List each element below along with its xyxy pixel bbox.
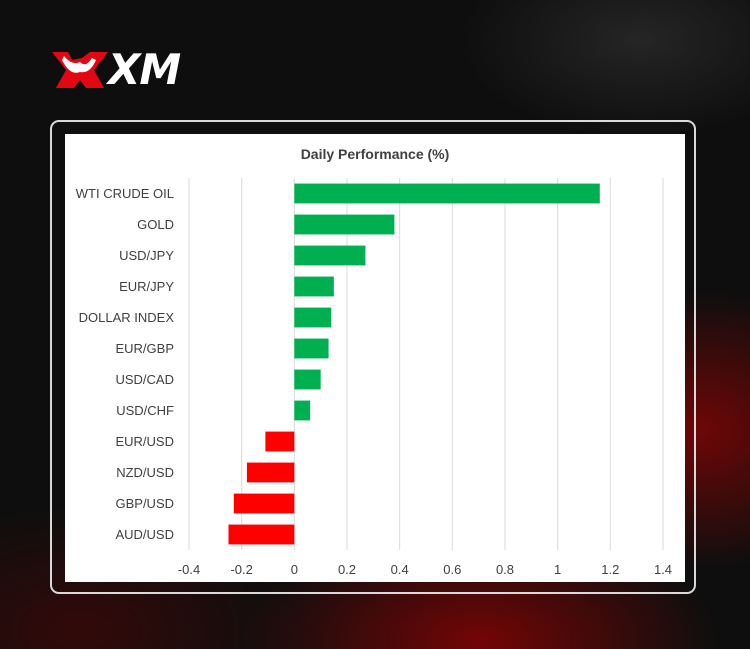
xm-logo: XM — [50, 48, 210, 92]
category-label: WTI CRUDE OIL — [76, 186, 174, 201]
x-tick-label: -0.4 — [178, 562, 200, 577]
category-label: GBP/USD — [115, 496, 174, 511]
bar — [294, 183, 600, 204]
x-tick-label: 0 — [291, 562, 298, 577]
x-tick-label: 0.4 — [391, 562, 409, 577]
category-label: EUR/GBP — [115, 341, 174, 356]
x-tick-label: 0.6 — [443, 562, 461, 577]
bar — [294, 369, 321, 390]
category-label: AUD/USD — [115, 527, 174, 542]
bar — [294, 276, 334, 297]
category-label: NZD/USD — [116, 465, 174, 480]
bar — [233, 493, 295, 514]
category-label: GOLD — [137, 217, 174, 232]
bull-icon — [52, 52, 108, 88]
category-label: DOLLAR INDEX — [79, 310, 175, 325]
bar — [294, 245, 366, 266]
x-tick-label: -0.2 — [230, 562, 252, 577]
chart-card: Daily Performance (%) -0.4 -0.2 0 0.2 0.4 0.6… — [65, 134, 685, 582]
bar-chart: -0.4 -0.2 0 0.2 0.4 0.6 0.8 1 1.2 1.4 WTI CRUDE OI… — [76, 178, 672, 577]
bar — [294, 307, 332, 328]
chart-frame — [50, 120, 696, 594]
x-tick-label: 1.2 — [601, 562, 619, 577]
bar — [246, 462, 295, 483]
category-label: EUR/USD — [115, 434, 174, 449]
logo-text: XM — [108, 45, 181, 94]
bar — [265, 431, 295, 452]
x-tick-label: 1 — [554, 562, 561, 577]
x-tick-label: 0.8 — [496, 562, 514, 577]
bar — [228, 524, 295, 545]
bar — [294, 400, 311, 421]
x-tick-label: 1.4 — [654, 562, 672, 577]
x-tick-label: 0.2 — [338, 562, 356, 577]
category-label: USD/CHF — [116, 403, 174, 418]
category-label: USD/CAD — [115, 372, 174, 387]
bar — [294, 214, 395, 235]
bar — [294, 338, 329, 359]
category-label: USD/JPY — [119, 248, 174, 263]
chart-title: Daily Performance (%) — [300, 146, 450, 162]
category-label: EUR/JPY — [119, 279, 174, 294]
